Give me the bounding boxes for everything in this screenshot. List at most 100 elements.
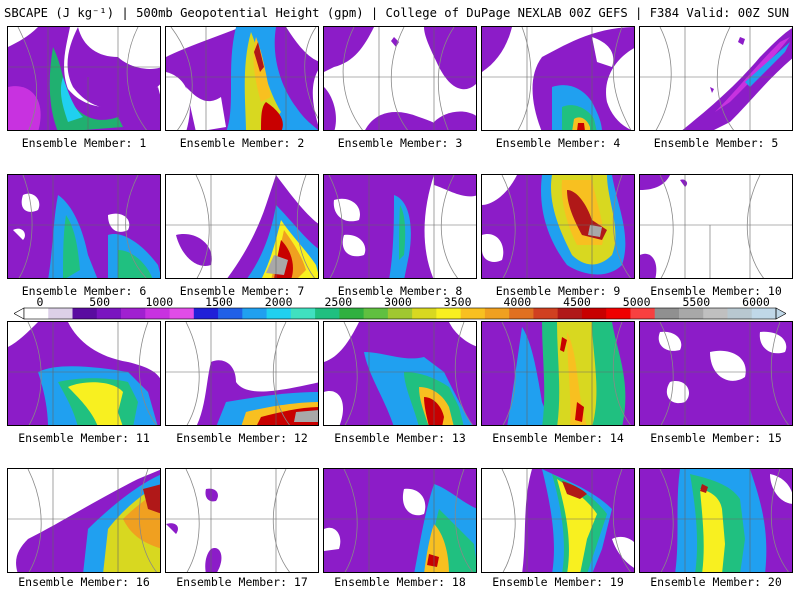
colorbar-swatch <box>72 308 98 319</box>
member-label-17: Ensemble Member: 17 <box>176 575 308 589</box>
member-label-19: Ensemble Member: 19 <box>492 575 624 589</box>
colorbar-tick-label: 5500 <box>682 295 711 309</box>
ensemble-member-map-13 <box>323 321 477 426</box>
colorbar-tick-label: 4500 <box>563 295 591 309</box>
member-label-7: Ensemble Member: 7 <box>179 284 305 298</box>
colorbar-tick-label: 1000 <box>145 295 174 309</box>
member-label-20: Ensemble Member: 20 <box>650 575 782 589</box>
colorbar-swatch <box>630 308 656 319</box>
ensemble-member-map-10 <box>639 174 793 279</box>
ensemble-member-map-6 <box>7 174 161 279</box>
colorbar-swatch <box>48 308 74 319</box>
ensemble-member-map-9 <box>481 174 635 279</box>
member-label-1: Ensemble Member: 1 <box>21 136 147 150</box>
member-15-cape-field <box>640 322 792 425</box>
colorbar-tick-label: 500 <box>89 295 111 309</box>
colorbar-swatch <box>703 308 728 319</box>
ensemble-member-map-12 <box>165 321 319 426</box>
member-label-11: Ensemble Member: 11 <box>18 431 150 445</box>
ensemble-member-map-19 <box>481 468 635 573</box>
colorbar-tick-label: 1500 <box>205 295 233 309</box>
member-19-cape-field <box>482 469 634 572</box>
member-label-4: Ensemble Member: 4 <box>495 136 621 150</box>
colorbar-tick-label: 2500 <box>324 295 353 309</box>
member-label-2: Ensemble Member: 2 <box>179 136 305 150</box>
colorbar-tick-label: 0 <box>36 295 44 309</box>
colorbar-swatch <box>242 308 268 319</box>
member-label-12: Ensemble Member: 12 <box>176 431 308 445</box>
member-label-5: Ensemble Member: 5 <box>653 136 779 150</box>
colorbar-swatch <box>387 308 413 319</box>
colorbar-tick-label: 5000 <box>622 295 651 309</box>
ensemble-member-map-5 <box>639 26 793 131</box>
colorbar-swatch <box>751 308 777 319</box>
colorbar-swatch <box>484 308 510 319</box>
member-13-cape-field <box>324 322 476 425</box>
member-9-cape-field <box>482 175 634 278</box>
member-label-8: Ensemble Member: 8 <box>337 284 463 298</box>
colorbar-swatch <box>145 308 171 319</box>
colorbar-swatch <box>339 308 365 319</box>
colorbar-swatch <box>678 308 704 319</box>
ensemble-member-map-16 <box>7 468 161 573</box>
colorbar-swatch <box>266 308 292 319</box>
colorbar-swatch <box>121 308 146 319</box>
colorbar-swatch <box>315 308 340 319</box>
colorbar-swatch <box>533 308 559 319</box>
member-label-13: Ensemble Member: 13 <box>334 431 466 445</box>
colorbar-swatch <box>557 308 583 319</box>
colorbar-swatch <box>193 308 219 319</box>
member-label-18: Ensemble Member: 18 <box>334 575 466 589</box>
colorbar-swatch <box>654 308 680 319</box>
colorbar-swatch <box>290 308 316 319</box>
ensemble-member-map-20 <box>639 468 793 573</box>
member-label-6: Ensemble Member: 6 <box>21 284 147 298</box>
member-7-cape-field <box>166 175 318 278</box>
member-label-15: Ensemble Member: 15 <box>650 431 782 445</box>
colorbar-swatch <box>727 308 753 319</box>
colorbar-swatch <box>509 308 534 319</box>
colorbar-tick-label: 6000 <box>742 295 770 309</box>
member-label-3: Ensemble Member: 3 <box>337 136 463 150</box>
member-3-cape-field <box>324 27 476 130</box>
colorbar-swatch <box>96 308 122 319</box>
colorbar-border <box>23 307 777 320</box>
member-18-cape-field <box>324 469 476 572</box>
colorbar-min-arrow <box>14 307 25 320</box>
member-10-cape-field <box>640 175 792 278</box>
ensemble-member-map-15 <box>639 321 793 426</box>
member-11-cape-field <box>8 322 160 425</box>
colorbar-swatch <box>460 308 486 319</box>
map-title: SBCAPE (J kg⁻¹) | 500mb Geopotential Hei… <box>4 6 796 20</box>
member-8-cape-field <box>324 175 476 278</box>
ensemble-member-map-14 <box>481 321 635 426</box>
colorbar-tick-label: 2000 <box>264 295 293 309</box>
ensemble-member-map-1 <box>7 26 161 131</box>
ensemble-member-map-8 <box>323 174 477 279</box>
ensemble-member-map-7 <box>165 174 319 279</box>
member-label-9: Ensemble Member: 9 <box>495 284 621 298</box>
colorbar-swatch <box>218 308 243 319</box>
ensemble-member-map-4 <box>481 26 635 131</box>
colorbar-swatch <box>412 308 437 319</box>
member-14-cape-field <box>482 322 634 425</box>
member-2-cape-field <box>166 27 318 130</box>
colorbar-swatch <box>606 308 631 319</box>
ensemble-member-map-18 <box>323 468 477 573</box>
member-label-10: Ensemble Member: 10 <box>650 284 782 298</box>
member-label-16: Ensemble Member: 16 <box>18 575 150 589</box>
member-20-cape-field <box>640 469 792 572</box>
member-16-cape-field <box>8 469 160 572</box>
colorbar-swatch <box>363 308 389 319</box>
colorbar-tick-label: 4000 <box>503 295 532 309</box>
colorbar-tick-label: 3000 <box>384 295 412 309</box>
colorbar-max-arrow <box>775 307 786 320</box>
ensemble-member-map-11 <box>7 321 161 426</box>
cape-colorbar <box>14 307 786 320</box>
colorbar-swatch <box>24 308 49 319</box>
member-4-cape-field <box>482 27 634 130</box>
colorbar-tick-label: 3500 <box>443 295 472 309</box>
ensemble-member-map-17 <box>165 468 319 573</box>
ensemble-member-map-3 <box>323 26 477 131</box>
member-12-cape-field <box>166 322 318 425</box>
